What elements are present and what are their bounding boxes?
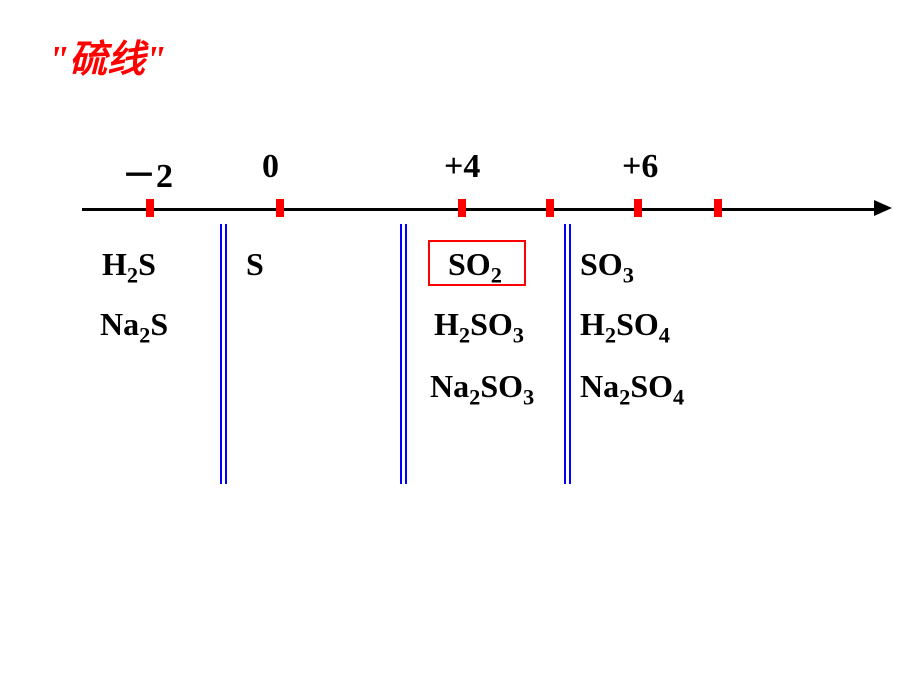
oxidation-axis-arrow (874, 200, 892, 216)
axis-tick (546, 199, 554, 217)
title-text: "硫线" (48, 39, 166, 81)
compound-label: H2SO4 (580, 306, 670, 348)
highlight-box (428, 240, 526, 286)
diagram-title: "硫线" (48, 28, 166, 83)
axis-tick (714, 199, 722, 217)
separator-line (225, 224, 227, 484)
separator-line (569, 224, 571, 484)
oxidation-state-label: +6 (622, 148, 658, 186)
axis-tick (634, 199, 642, 217)
axis-tick (276, 199, 284, 217)
compound-label: Na2SO4 (580, 368, 684, 410)
compound-label: S (246, 246, 264, 283)
oxidation-state-label: +4 (444, 148, 480, 186)
separator-line (564, 224, 566, 484)
oxidation-state-label: 0 (262, 148, 279, 186)
separator-line (405, 224, 407, 484)
separator-line (220, 224, 222, 484)
separator-line (400, 224, 402, 484)
compound-label: Na2S (100, 306, 168, 348)
oxidation-state-label: －2 (122, 148, 173, 197)
oxidation-axis-line (82, 208, 876, 211)
axis-tick (146, 199, 154, 217)
compound-label: SO3 (580, 246, 634, 288)
compound-label: Na2SO3 (430, 368, 534, 410)
axis-tick (458, 199, 466, 217)
compound-label: H2S (102, 246, 156, 288)
compound-label: H2SO3 (434, 306, 524, 348)
